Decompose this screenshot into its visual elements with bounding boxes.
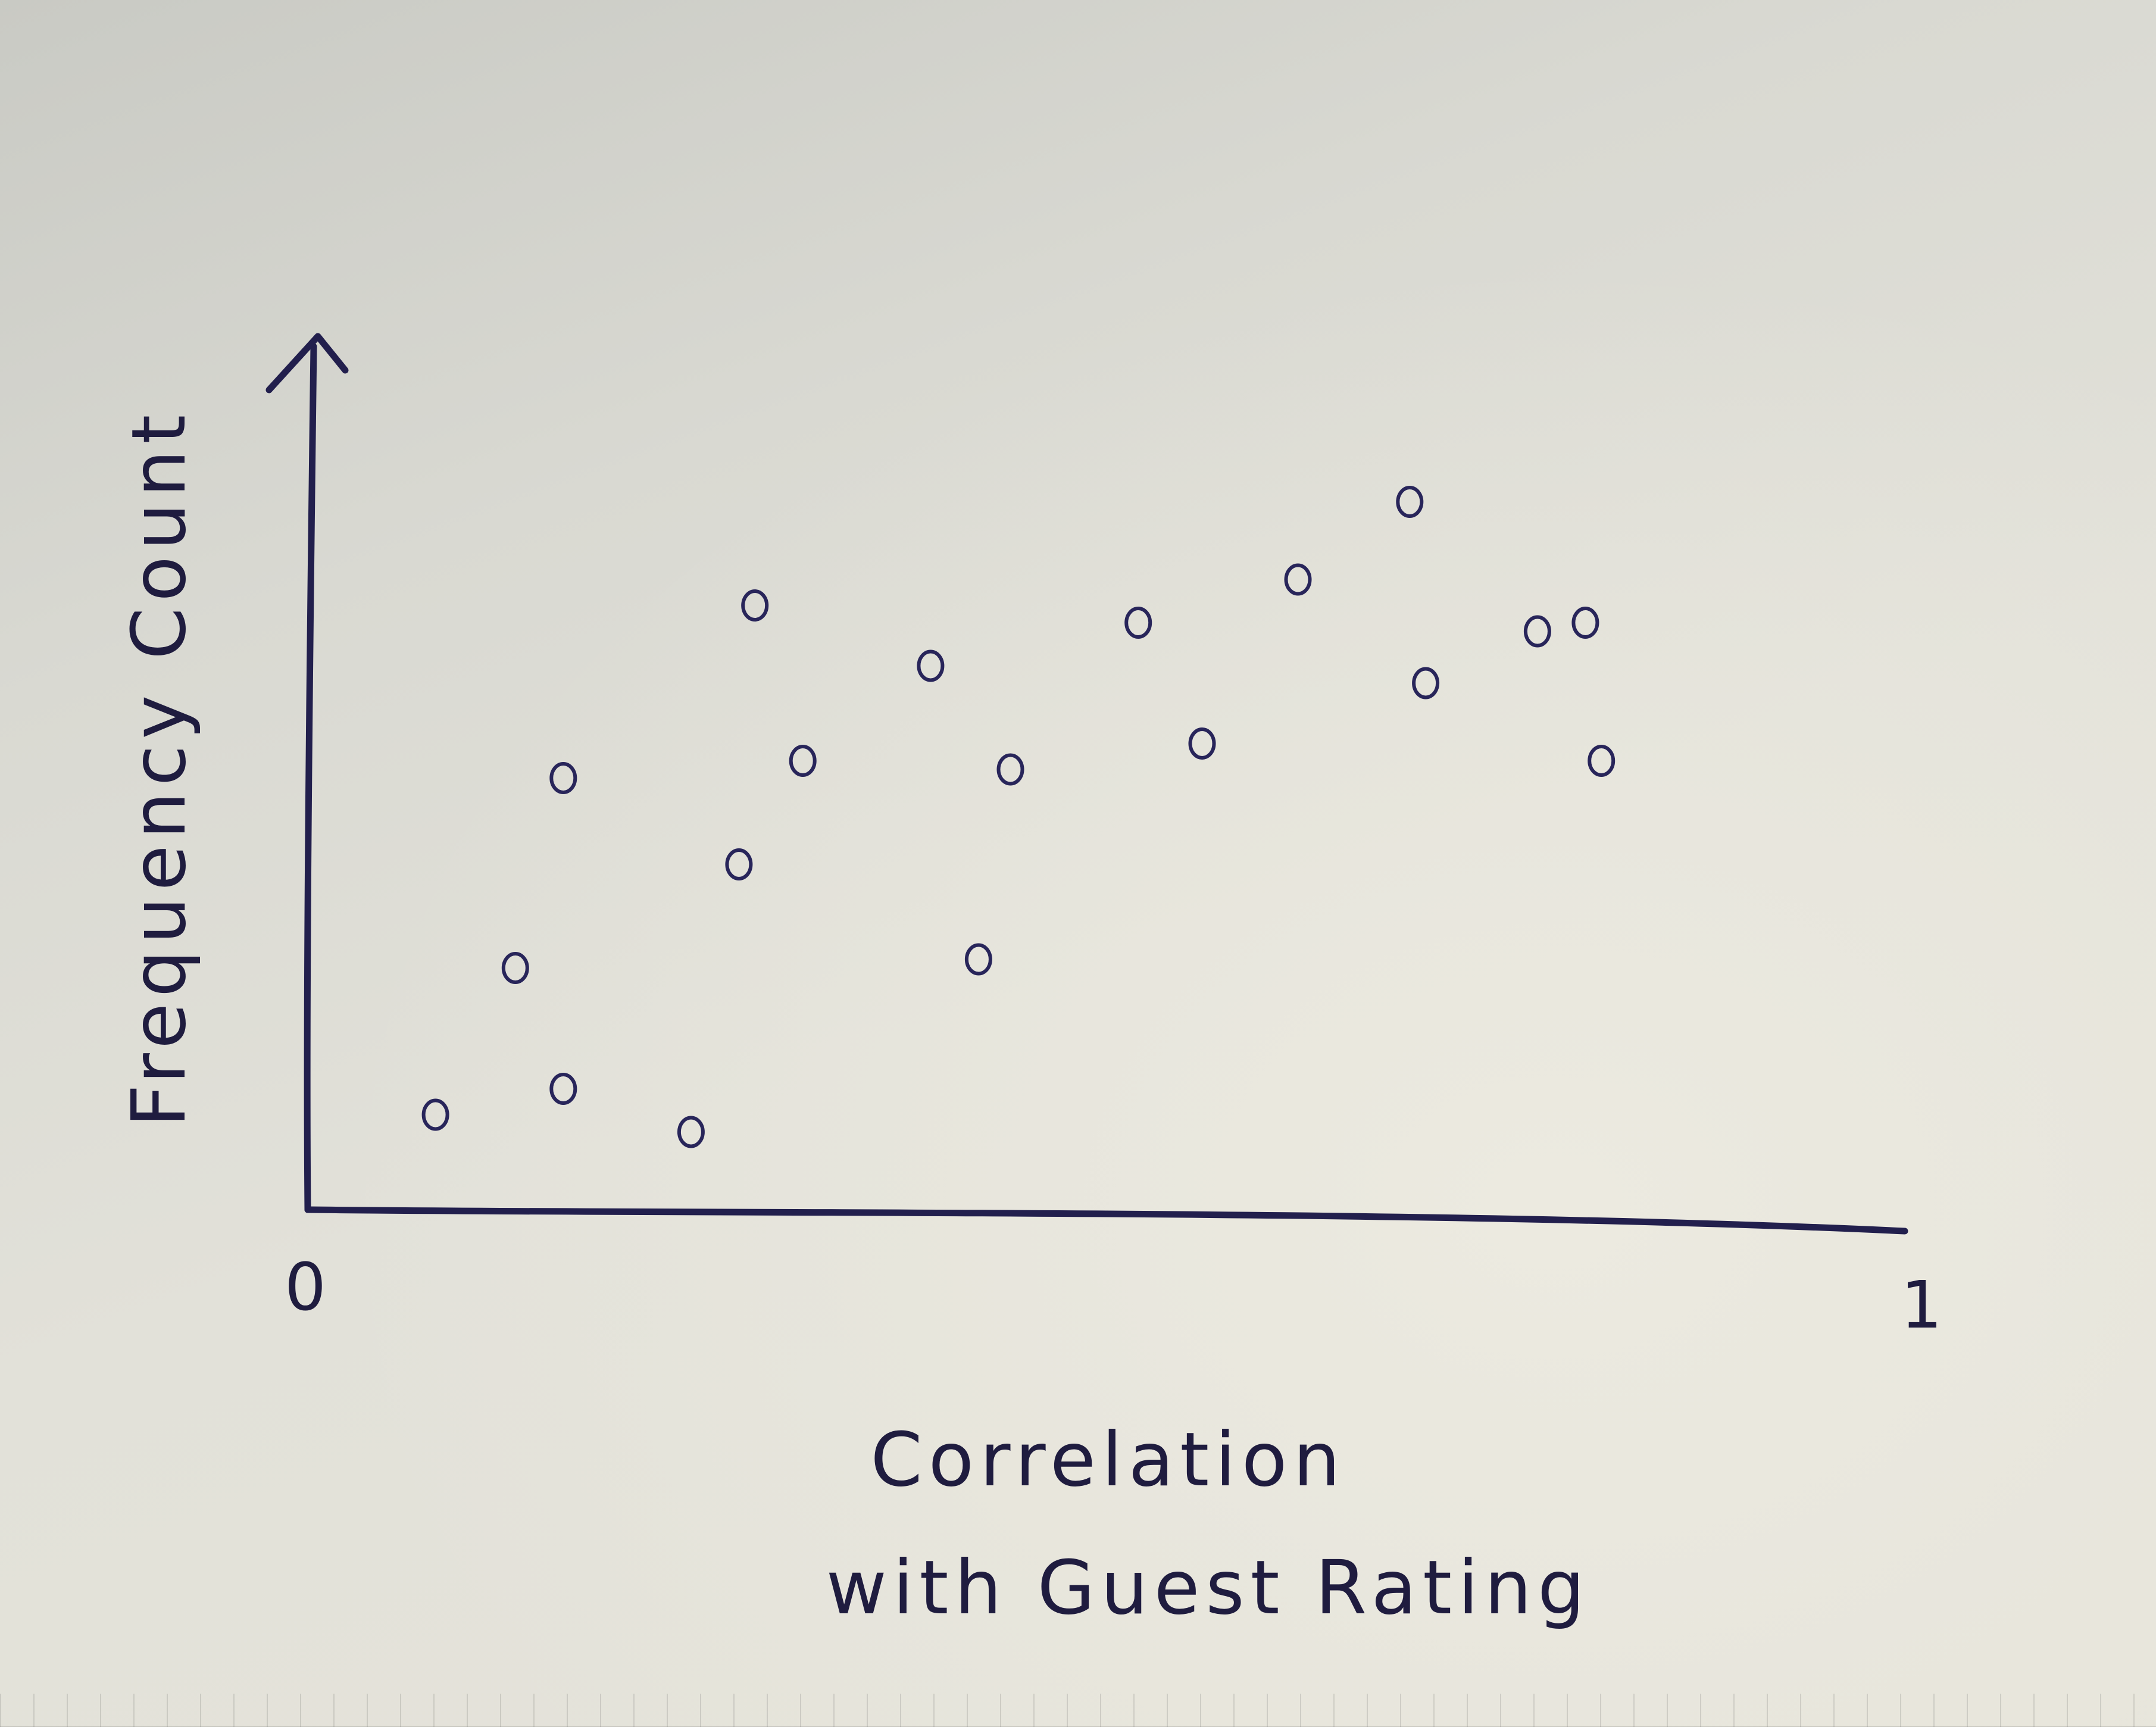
data-point-13 (1284, 563, 1312, 596)
x-tick-label-0: 0 (285, 1249, 326, 1325)
x-tick-label-1: 1 (1901, 1267, 1942, 1343)
x-axis-line (304, 1206, 1908, 1235)
x-axis-title-line-2: with Guest Rating (826, 1545, 1591, 1631)
data-point-0 (421, 1098, 449, 1131)
data-point-16 (1523, 615, 1551, 648)
axes (265, 333, 1908, 1235)
data-point-18 (1588, 745, 1616, 777)
data-point-6 (741, 589, 769, 622)
data-point-7 (789, 745, 817, 777)
data-point-15 (1412, 667, 1440, 699)
data-point-10 (996, 753, 1024, 786)
data-point-5 (725, 848, 753, 880)
axis-titles: Frequency Count Correlation with Guest R… (116, 409, 1591, 1631)
data-point-9 (964, 943, 992, 976)
data-point-4 (677, 1116, 705, 1148)
data-point-1 (501, 952, 529, 984)
data-point-8 (917, 649, 945, 682)
paper-grid (0, 1694, 2156, 1727)
y-axis-title: Frequency Count (116, 409, 202, 1128)
data-points (421, 486, 1616, 1148)
data-point-11 (1124, 607, 1152, 639)
data-point-2 (549, 1073, 577, 1105)
data-point-14 (1396, 486, 1424, 518)
y-axis-line (304, 343, 317, 1213)
data-point-12 (1188, 727, 1216, 760)
data-point-3 (549, 762, 577, 794)
y-axis-arrowhead (265, 333, 349, 394)
x-axis-title-line-1: Correlation (870, 1417, 1346, 1503)
data-point-17 (1571, 607, 1599, 639)
tick-labels: 0 1 (285, 1249, 1942, 1343)
